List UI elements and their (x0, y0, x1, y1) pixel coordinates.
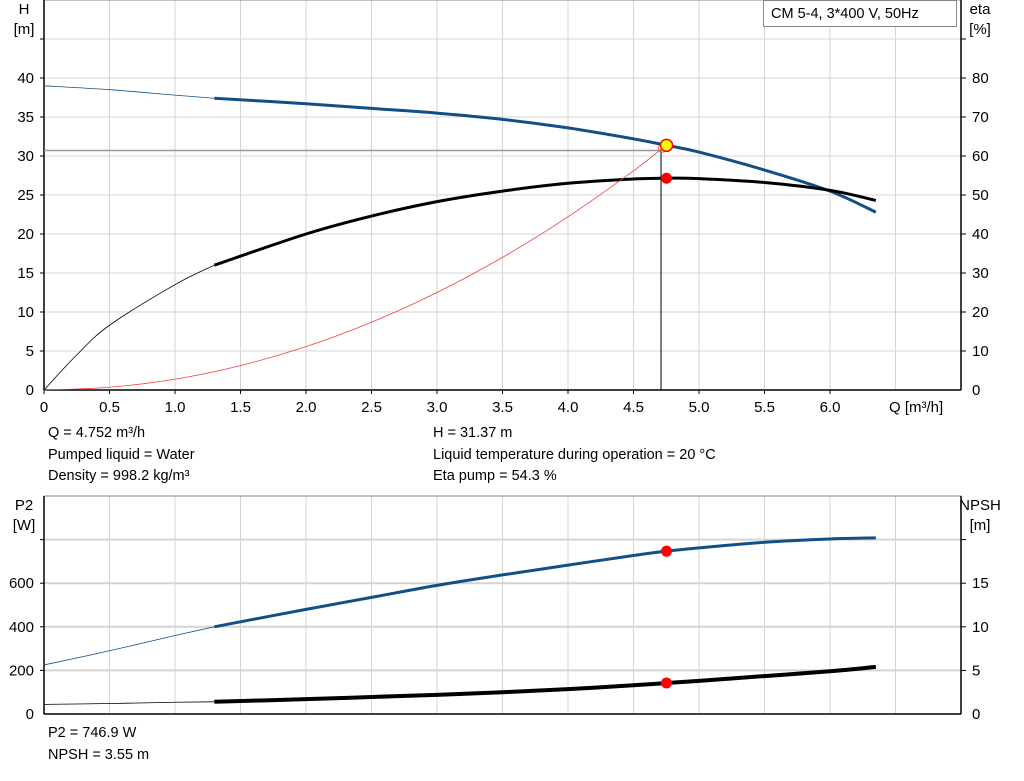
x-tick-label: 1.0 (165, 399, 186, 416)
y-axis-label-right: eta (970, 1, 992, 18)
y-tick-label-right: 10 (972, 343, 989, 360)
series-system-curve (43, 147, 663, 391)
head-duty-marker (659, 138, 674, 153)
info-npsh: NPSH = 3.55 m (48, 747, 150, 763)
y-tick-label-left: 10 (17, 304, 34, 321)
y-tick-label-right: 30 (972, 265, 989, 282)
x-tick-label: 4.5 (623, 399, 644, 416)
y-tick-label-left: 35 (17, 109, 34, 126)
y-tick-label-left: 600 (9, 575, 34, 592)
y-tick-label-right: 10 (972, 619, 989, 636)
y-tick-label-right: 0 (972, 706, 980, 723)
y-axis-label-right: [m] (970, 517, 991, 534)
series-npsh-curve (214, 664, 877, 704)
x-axis-label: Q [m³/h] (889, 399, 943, 416)
y-tick-label-right: 40 (972, 226, 989, 243)
series-npsh-curve-thin (43, 701, 215, 705)
y-tick-label-right: 70 (972, 109, 989, 126)
x-tick-label: 5.0 (689, 399, 710, 416)
y-axis-label-left: H (19, 1, 30, 18)
series-h-curve-thin (43, 85, 215, 99)
y-axis-label-right: [%] (969, 21, 991, 38)
series-h-curve (214, 96, 877, 214)
x-tick-label: 3.0 (427, 399, 448, 416)
y-tick-label-left: 0 (26, 706, 34, 723)
info-flow: Q = 4.752 m³/h (48, 425, 146, 441)
y-tick-label-right: 20 (972, 304, 989, 321)
x-tick-label: 4.0 (558, 399, 579, 416)
p2-duty-marker (661, 545, 673, 557)
y-tick-label-right: 0 (972, 382, 980, 399)
info-eta: Eta pump = 54.3 % (433, 468, 557, 484)
x-tick-label: 2.5 (361, 399, 382, 416)
x-tick-label: 2.0 (296, 399, 317, 416)
info-liquid: Pumped liquid = Water (48, 447, 195, 463)
eta-duty-marker (661, 172, 673, 184)
info-head: H = 31.37 m (433, 425, 513, 441)
y-axis-label-left: [W] (13, 517, 36, 534)
y-tick-label-right: 15 (972, 575, 989, 592)
y-tick-label-right: 80 (972, 70, 989, 87)
x-tick-label: 6.0 (820, 399, 841, 416)
y-tick-label-right: 60 (972, 148, 989, 165)
y-tick-label-left: 20 (17, 226, 34, 243)
y-tick-label-left: 5 (26, 343, 34, 360)
info-p2: P2 = 746.9 W (48, 725, 137, 741)
y-axis-label-left: P2 (15, 497, 33, 514)
x-tick-label: 0.5 (99, 399, 120, 416)
x-tick-label: 5.5 (754, 399, 775, 416)
series-p2-curve (214, 536, 876, 629)
x-tick-label: 0 (40, 399, 48, 416)
y-tick-label-left: 30 (17, 148, 34, 165)
x-tick-label: 1.5 (230, 399, 251, 416)
y-tick-label-left: 0 (26, 382, 34, 399)
y-axis-label-left: [m] (14, 21, 35, 38)
y-tick-label-left: 200 (9, 662, 34, 679)
y-tick-label-left: 15 (17, 265, 34, 282)
x-tick-label: 3.5 (492, 399, 513, 416)
y-tick-label-left: 400 (9, 619, 34, 636)
info-temperature: Liquid temperature during operation = 20… (433, 447, 716, 463)
legend-pump-model: CM 5-4, 3*400 V, 50Hz (763, 0, 957, 27)
series-eta-curve-thin (43, 264, 215, 391)
y-tick-label-right: 5 (972, 662, 980, 679)
y-tick-label-left: 25 (17, 187, 34, 204)
y-tick-label-left: 40 (17, 70, 34, 87)
series-eta-curve (213, 176, 877, 267)
y-axis-label-right: NPSH (959, 497, 1001, 514)
npsh-duty-marker (661, 677, 673, 689)
info-density: Density = 998.2 kg/m³ (48, 468, 190, 484)
series-p2-curve-thin (43, 626, 215, 666)
y-tick-label-right: 50 (972, 187, 989, 204)
